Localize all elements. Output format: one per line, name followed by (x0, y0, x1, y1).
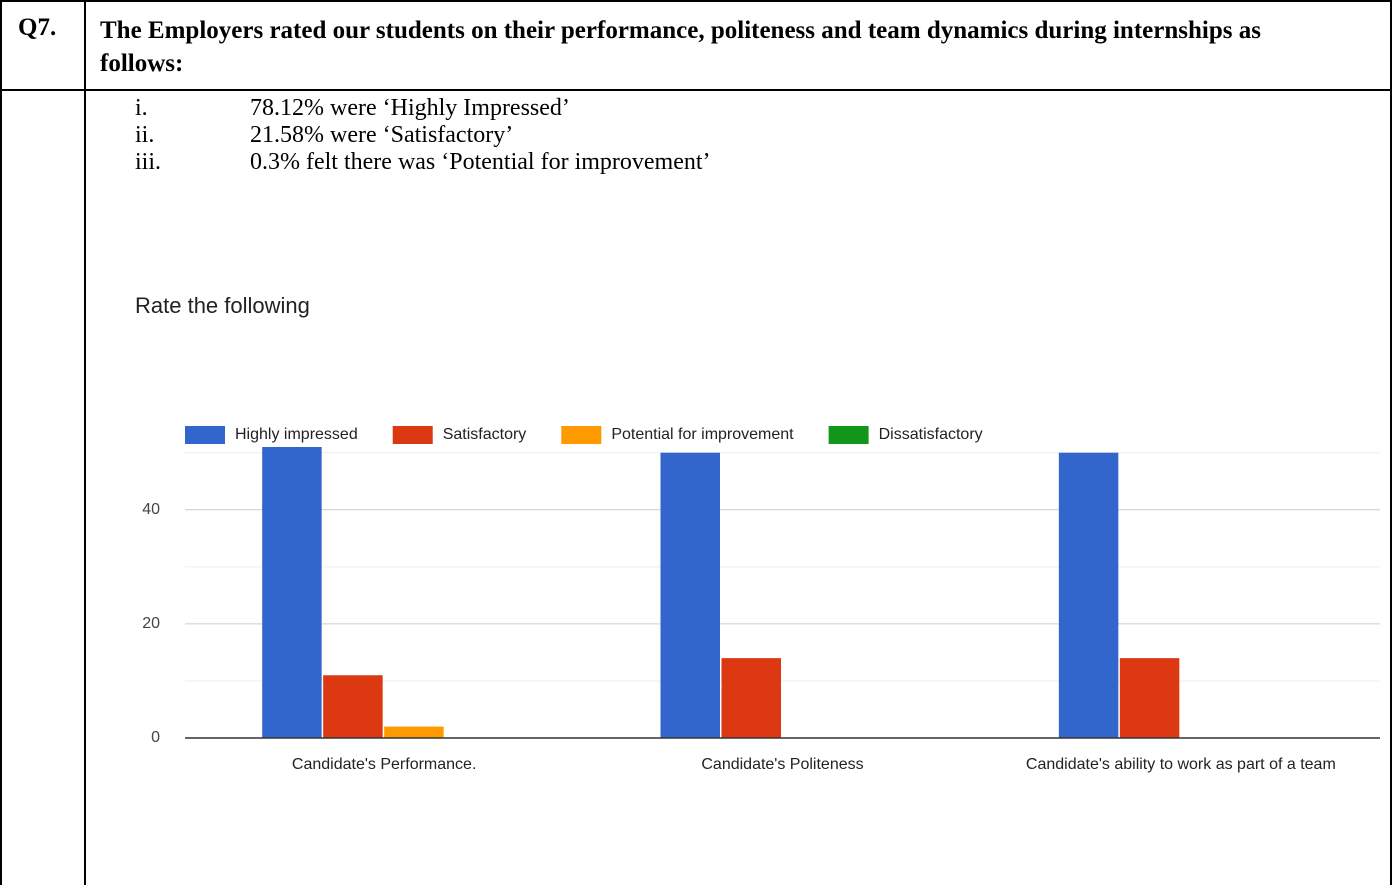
y-tick-label: 40 (142, 501, 160, 518)
table-border (1390, 0, 1392, 885)
bar (1058, 452, 1119, 738)
list-marker: iii. (135, 149, 162, 175)
question-number: Q7. (18, 14, 57, 41)
list-text: 78.12% were ‘Highly Impressed’ (250, 95, 570, 121)
legend-swatch (185, 426, 225, 444)
y-tick-label: 0 (151, 729, 160, 746)
y-tick-label: 20 (142, 615, 160, 632)
chart-title: Rate the following (135, 293, 310, 318)
bar (721, 658, 781, 738)
table-border (84, 0, 86, 885)
legend-label: Dissatisfactory (879, 426, 983, 443)
legend-label: Highly impressed (235, 426, 358, 443)
table-border (0, 0, 1392, 2)
legend-swatch (392, 426, 433, 444)
bar (384, 726, 444, 738)
list-text: 0.3% felt there was ‘Potential for impro… (250, 149, 711, 175)
x-tick-label: Candidate's Performance. (291, 756, 477, 773)
legend-label: Satisfactory (443, 426, 527, 443)
x-tick-label: Candidate's Politeness (701, 756, 864, 773)
legend-swatch (828, 426, 869, 444)
bar (660, 452, 720, 738)
bar (1119, 658, 1180, 738)
list-text: 21.58% were ‘Satisfactory’ (250, 122, 514, 148)
bar (323, 675, 383, 738)
bar (262, 447, 322, 738)
list-marker: ii. (135, 122, 155, 148)
table-border (0, 0, 2, 885)
list-marker: i. (135, 95, 148, 121)
table-border (0, 89, 1392, 91)
legend-swatch (561, 426, 602, 444)
question-title: The Employers rated our students on thei… (100, 17, 1261, 77)
x-tick-label: Candidate's ability to work as part of a… (1025, 756, 1336, 773)
legend-label: Potential for improvement (611, 426, 794, 443)
